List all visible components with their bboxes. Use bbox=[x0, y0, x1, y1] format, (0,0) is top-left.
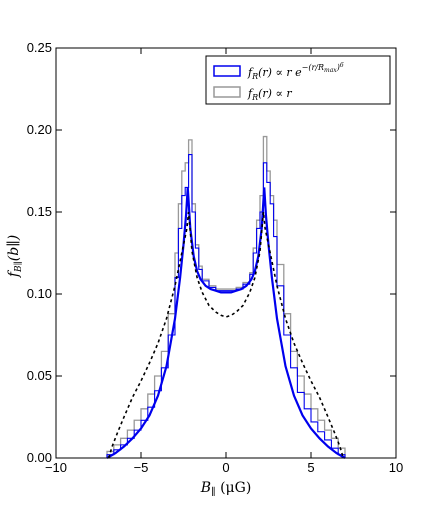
x-tick-label: 10 bbox=[389, 460, 403, 475]
plot-area bbox=[106, 135, 346, 459]
model-curve bbox=[106, 187, 346, 459]
y-tick-label: 0.25 bbox=[27, 40, 52, 55]
legend-box bbox=[205, 55, 391, 105]
legend-swatch-linear bbox=[213, 86, 241, 98]
y-tick-label: 0.00 bbox=[27, 450, 52, 465]
y-tick-label: 0.15 bbox=[27, 204, 52, 219]
x-tick-label: 5 bbox=[307, 460, 314, 475]
axes: −10 −5 0 5 10 0.00 0.05 0.10 0.15 0.20 0.25 bbox=[27, 40, 404, 475]
legend-label-linear: fR(r) ∝ r bbox=[247, 87, 292, 102]
y-tick-label: 0.05 bbox=[27, 368, 52, 383]
y-tick-label: 0.10 bbox=[27, 286, 52, 301]
y-axis-label: fB∥(b∥) bbox=[6, 235, 24, 278]
dashed-curve bbox=[107, 211, 345, 459]
legend-swatch-cutoff bbox=[213, 65, 241, 77]
x-axis-label: B∥ (μG) bbox=[200, 480, 252, 498]
y-tick-label: 0.20 bbox=[27, 122, 52, 137]
histogram-series-cutoff bbox=[106, 154, 346, 458]
x-tick-label: −5 bbox=[134, 460, 149, 475]
legend: fR(r) ∝ r e−(r/Rmax)6fR(r) ∝ r bbox=[205, 55, 391, 105]
axes-frame bbox=[55, 47, 397, 459]
x-tick-label: −10 bbox=[45, 460, 67, 475]
x-tick-label: 0 bbox=[222, 460, 229, 475]
histogram-series-linear bbox=[106, 135, 346, 458]
